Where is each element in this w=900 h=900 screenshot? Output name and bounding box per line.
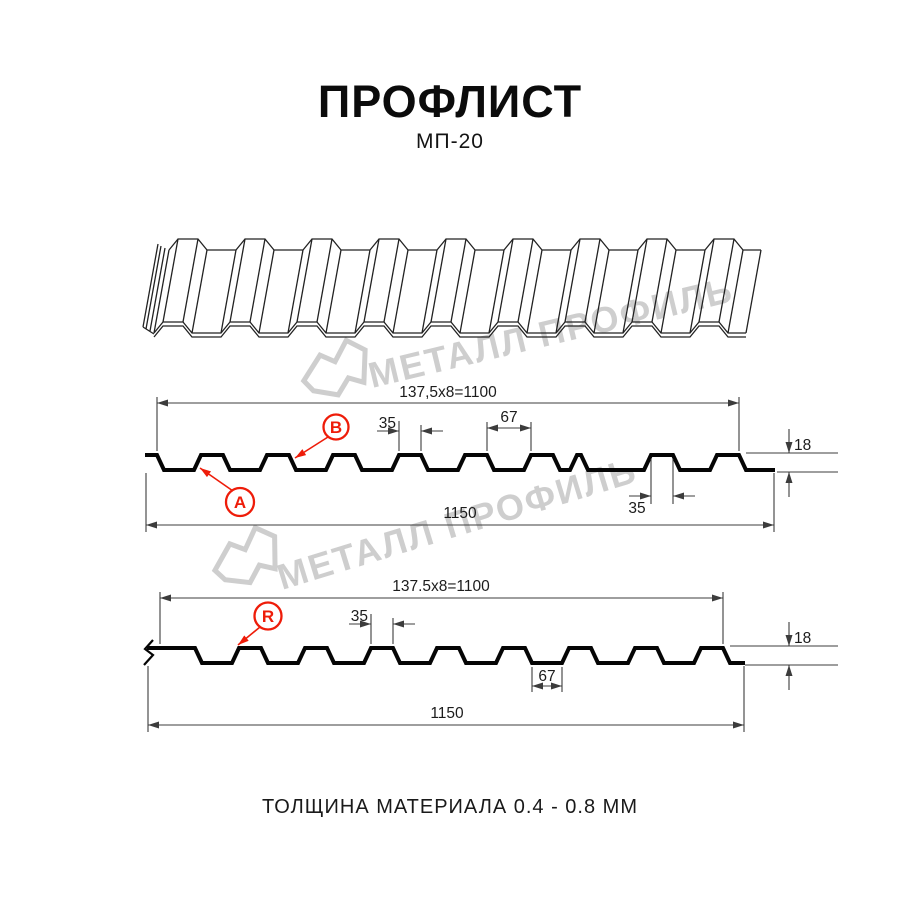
dim-total-pitch: 137,5x8=1100 xyxy=(156,384,740,451)
product-code: МП-20 xyxy=(416,130,484,153)
svg-text:67: 67 xyxy=(500,409,517,426)
watermark-lower: МЕТАЛЛ ПРОФИЛЬ xyxy=(211,449,642,598)
svg-text:1150: 1150 xyxy=(443,505,477,522)
svg-text:18: 18 xyxy=(794,630,811,647)
svg-text:18: 18 xyxy=(794,437,811,454)
svg-text:B: B xyxy=(330,418,342,437)
isometric-sheet-drawing xyxy=(142,238,762,338)
brand-logo-icon xyxy=(211,524,278,586)
sheet-cut-edge xyxy=(142,243,166,335)
sheet-front-thickness-edge xyxy=(153,325,746,338)
svg-text:A: A xyxy=(234,493,246,512)
svg-text:35: 35 xyxy=(628,500,645,517)
brand-logo-icon xyxy=(300,336,368,398)
page-title: ПРОФЛИСТ xyxy=(317,76,583,127)
svg-text:35: 35 xyxy=(351,608,368,625)
watermark-brand-text: МЕТАЛЛ ПРОФИЛЬ xyxy=(364,269,737,396)
callout-a: A xyxy=(199,467,256,518)
dim-rib-top-width-overlap: 35 xyxy=(628,459,695,517)
profile-outline xyxy=(145,453,775,472)
dim-overall-width: 1150 xyxy=(145,473,775,532)
dim-valley-width: 67 xyxy=(531,667,563,692)
profile-outline xyxy=(147,646,745,665)
dim-overall-width: 1150 xyxy=(147,666,745,732)
svg-text:35: 35 xyxy=(379,415,396,432)
callout-b: B xyxy=(294,413,350,459)
svg-text:67: 67 xyxy=(538,668,555,685)
material-thickness-note: ТОЛЩИНА МАТЕРИАЛА 0.4 - 0.8 ММ xyxy=(261,796,638,818)
dim-profile-height: 18 xyxy=(730,622,838,690)
dim-total-pitch: 137.5x8=1100 xyxy=(159,578,724,644)
break-mark xyxy=(143,639,155,666)
svg-text:1150: 1150 xyxy=(430,705,464,722)
dim-rib-top-width: 35 xyxy=(377,415,443,451)
dim-valley-width: 67 xyxy=(486,409,532,451)
top-profile-diagram: 137,5x8=1100 35 67 xyxy=(145,384,838,532)
sheet-right-end-edge xyxy=(745,249,762,334)
svg-text:R: R xyxy=(262,607,274,626)
svg-text:137.5x8=1100: 137.5x8=1100 xyxy=(392,578,490,595)
dim-profile-height: 18 xyxy=(746,429,838,497)
bottom-profile-diagram: 137.5x8=1100 35 67 xyxy=(143,578,838,732)
svg-text:137,5x8=1100: 137,5x8=1100 xyxy=(399,384,497,401)
callout-r: R xyxy=(237,601,283,646)
dim-rib-top-width: 35 xyxy=(349,608,415,644)
rib-edges xyxy=(153,238,744,334)
